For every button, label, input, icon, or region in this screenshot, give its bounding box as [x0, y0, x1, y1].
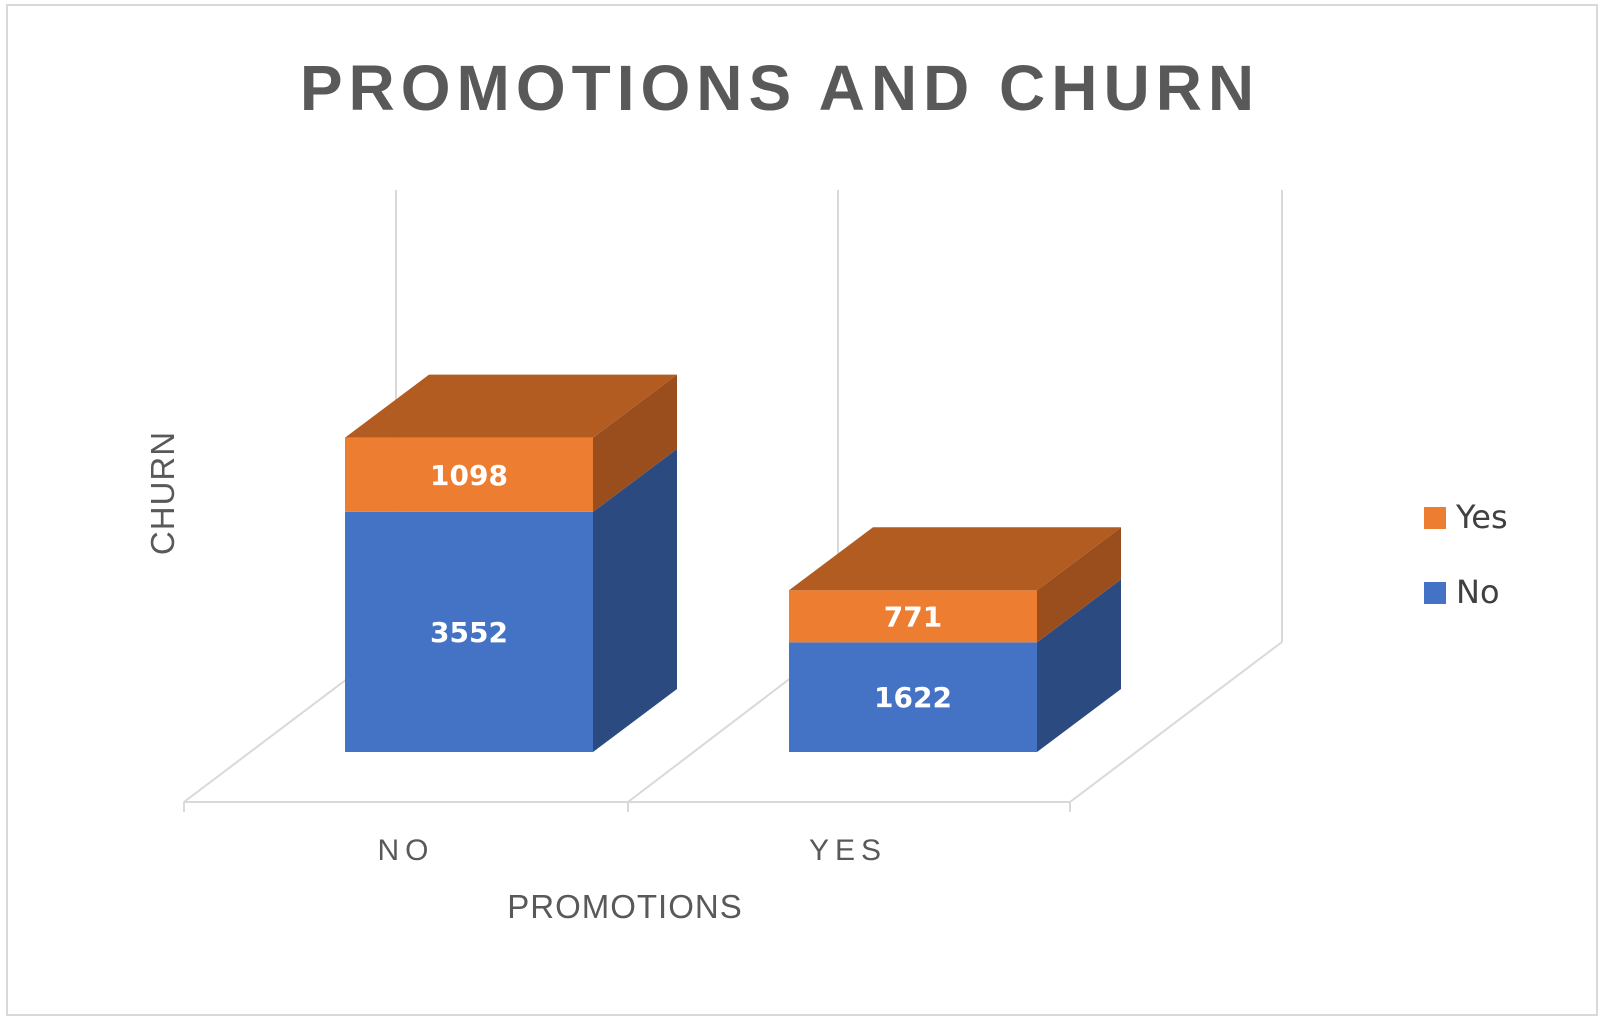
- legend-label-no: No: [1456, 573, 1500, 611]
- legend-label-yes: Yes: [1455, 498, 1508, 536]
- chart-gridlines: [183, 190, 1283, 812]
- chart-legend: Yes No: [1424, 498, 1508, 611]
- data-label-no-no: 3552: [430, 616, 508, 649]
- bar-no-no: [345, 511, 593, 752]
- bar-side-no-no: [593, 448, 677, 752]
- x-tick-label-no: NO: [378, 834, 435, 867]
- chart-data-labels: 3552 1098 1622 771: [430, 459, 952, 714]
- y-axis-title: CHURN: [144, 431, 181, 555]
- legend-swatch-yes: [1424, 507, 1446, 529]
- legend-swatch-no: [1424, 582, 1446, 604]
- x-axis-title: PROMOTIONS: [507, 888, 743, 925]
- bar-top-yes: [789, 527, 1121, 591]
- bar-yes-no: [789, 642, 1037, 752]
- chart-title: PROMOTIONS AND CHURN: [300, 52, 1260, 124]
- chart-svg: PROMOTIONS AND CHURN 3552 1098 1622 771 NO Y…: [144, 52, 1508, 925]
- grid-floor-diagonal-2: [1069, 641, 1283, 803]
- chart-x-ticks: NO YES: [378, 834, 887, 867]
- data-label-no-yes: 1098: [430, 459, 508, 492]
- bar-side-yes-no: [1037, 579, 1121, 752]
- data-label-yes-no: 1622: [874, 681, 952, 714]
- data-label-yes-yes: 771: [884, 600, 942, 633]
- x-tick-label-yes: YES: [809, 834, 887, 867]
- chart-bars: [345, 374, 1121, 752]
- bar-yes-yes: [789, 590, 1037, 643]
- bar-side-yes-yes: [1037, 527, 1121, 643]
- chart-area: PROMOTIONS AND CHURN 3552 1098 1622 771 NO Y…: [6, 4, 1598, 1016]
- bar-side-no-yes: [593, 374, 677, 512]
- bar-top-no: [345, 374, 677, 438]
- bar-no-yes: [345, 437, 593, 512]
